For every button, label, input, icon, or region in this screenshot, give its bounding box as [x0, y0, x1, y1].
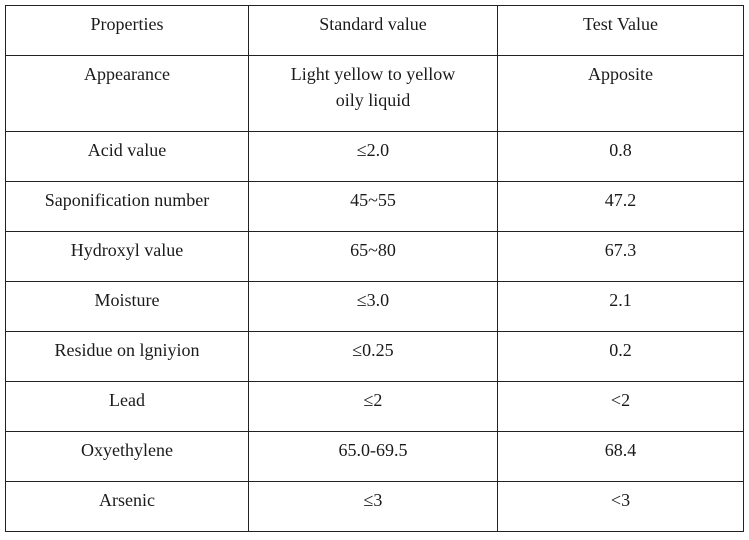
table-header-row: Properties Standard value Test Value	[5, 5, 744, 56]
test-cell: <3	[497, 481, 744, 532]
properties-table: Properties Standard value Test Value App…	[5, 5, 744, 532]
standard-cell: ≤3.0	[248, 281, 498, 332]
standard-cell: ≤2.0	[248, 131, 498, 182]
property-cell: Residue on lgniyion	[5, 331, 249, 382]
test-cell: 47.2	[497, 181, 744, 232]
table-row: Moisture ≤3.0 2.1	[5, 281, 744, 332]
property-cell: Arsenic	[5, 481, 249, 532]
header-test-value: Test Value	[497, 5, 744, 56]
property-cell: Hydroxyl value	[5, 231, 249, 282]
table-row: Lead ≤2 <2	[5, 381, 744, 432]
standard-cell: Light yellow to yellow oily liquid	[248, 55, 498, 132]
standard-cell: ≤0.25	[248, 331, 498, 382]
test-cell: Apposite	[497, 55, 744, 132]
standard-cell: 65.0-69.5	[248, 431, 498, 482]
property-cell: Moisture	[5, 281, 249, 332]
header-standard-value: Standard value	[248, 5, 498, 56]
table-row: Residue on lgniyion ≤0.25 0.2	[5, 331, 744, 382]
table-row: Hydroxyl value 65~80 67.3	[5, 231, 744, 282]
table-row: Appearance Light yellow to yellow oily l…	[5, 55, 744, 132]
standard-cell: ≤2	[248, 381, 498, 432]
test-cell: 0.2	[497, 331, 744, 382]
test-cell: 68.4	[497, 431, 744, 482]
standard-cell: 65~80	[248, 231, 498, 282]
header-properties: Properties	[5, 5, 249, 56]
property-cell: Oxyethylene	[5, 431, 249, 482]
standard-cell: ≤3	[248, 481, 498, 532]
table-row: Acid value ≤2.0 0.8	[5, 131, 744, 182]
table-row: Oxyethylene 65.0-69.5 68.4	[5, 431, 744, 482]
test-cell: <2	[497, 381, 744, 432]
table-row: Arsenic ≤3 <3	[5, 481, 744, 532]
property-cell: Appearance	[5, 55, 249, 132]
test-cell: 2.1	[497, 281, 744, 332]
test-cell: 0.8	[497, 131, 744, 182]
test-cell: 67.3	[497, 231, 744, 282]
property-cell: Acid value	[5, 131, 249, 182]
property-cell: Saponification number	[5, 181, 249, 232]
table-row: Saponification number 45~55 47.2	[5, 181, 744, 232]
standard-cell: 45~55	[248, 181, 498, 232]
property-cell: Lead	[5, 381, 249, 432]
